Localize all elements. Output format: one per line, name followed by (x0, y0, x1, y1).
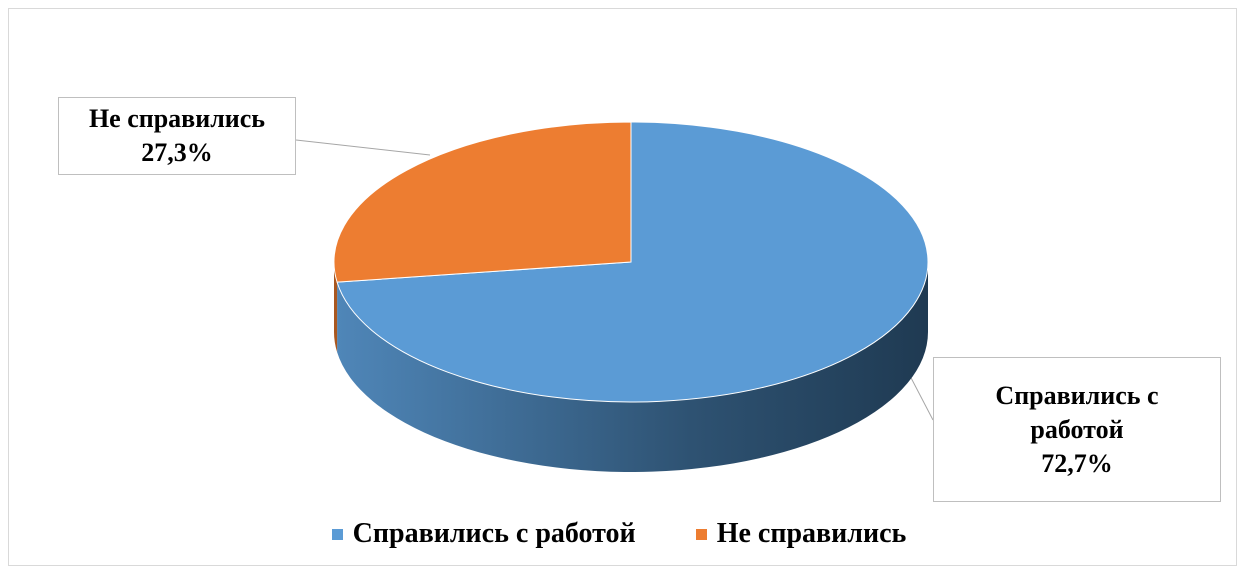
data-label-name: Не справились (88, 104, 266, 133)
data-label: Справились с работой 72,7% (933, 357, 1221, 502)
chart-border (8, 8, 1237, 566)
data-label-value: 27,3% (141, 138, 213, 167)
slice-side (334, 262, 338, 353)
legend-item: Не справились (695, 518, 907, 550)
data-label: Не справились 27,3% (58, 97, 296, 175)
data-label-value: 72,7% (1041, 448, 1113, 478)
slice (333, 121, 632, 283)
legend: Справились с работой Не справились (0, 518, 1238, 550)
legend-item: Справились с работой (331, 518, 636, 550)
legend-label: Справились с работой (352, 518, 636, 549)
leader-line (295, 139, 431, 156)
data-label-name: Справились с работой (995, 380, 1159, 444)
legend-swatch (695, 528, 707, 540)
slice-side (337, 262, 928, 472)
legend-swatch (331, 528, 343, 540)
slice (336, 121, 929, 403)
legend-label: Не справились (716, 518, 907, 549)
